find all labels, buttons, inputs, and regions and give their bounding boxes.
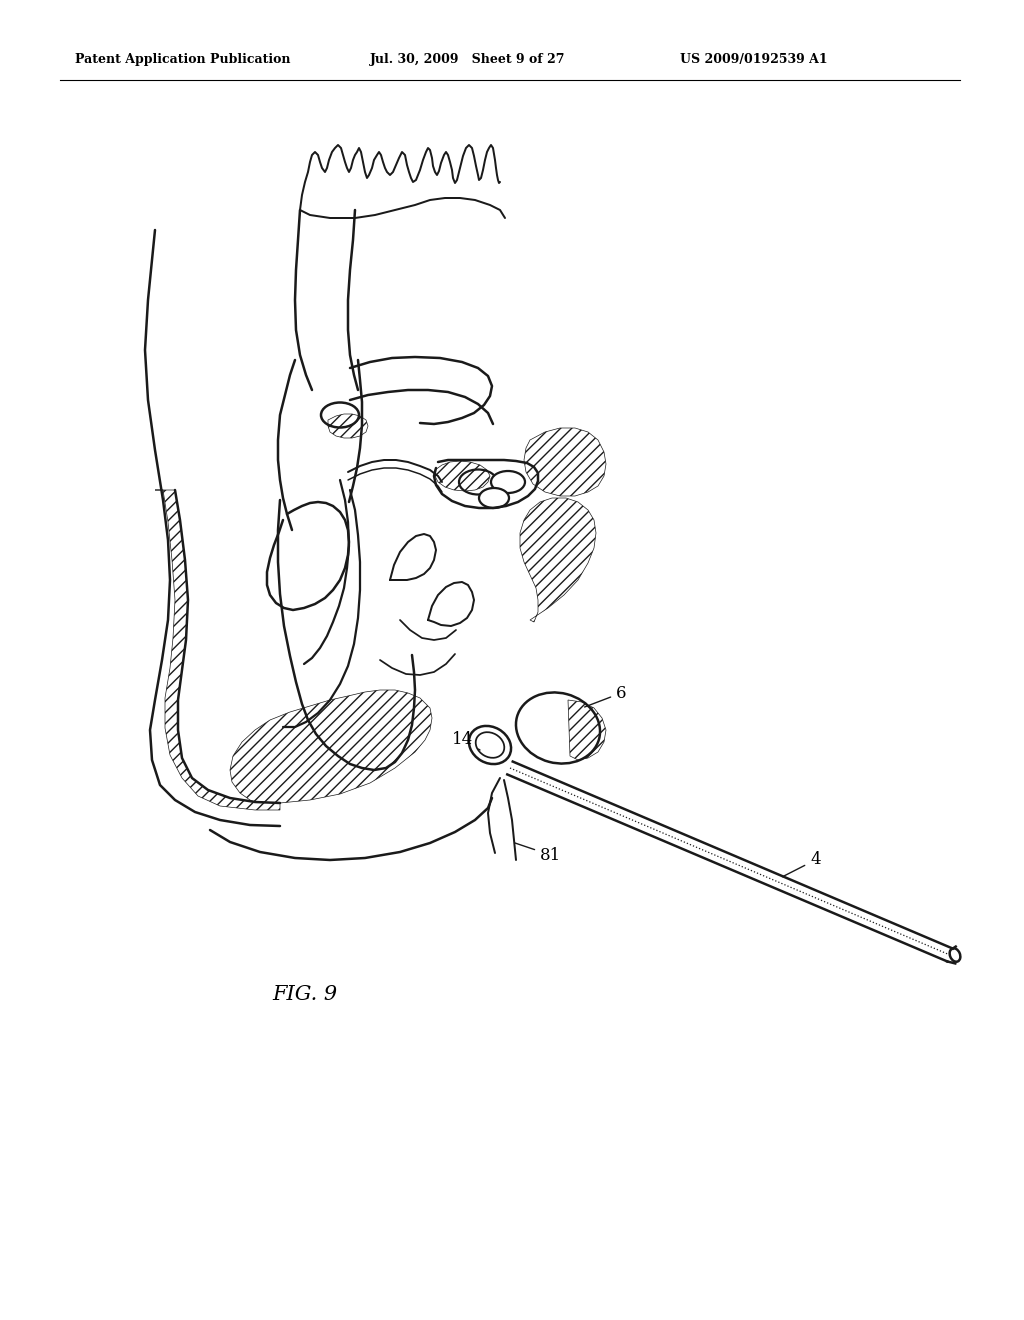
Ellipse shape (459, 470, 497, 495)
Text: US 2009/0192539 A1: US 2009/0192539 A1 (680, 54, 827, 66)
Text: 14: 14 (452, 731, 480, 750)
Text: 81: 81 (515, 843, 561, 863)
Text: Patent Application Publication: Patent Application Publication (75, 54, 291, 66)
Ellipse shape (516, 693, 600, 763)
Ellipse shape (479, 488, 509, 508)
Ellipse shape (469, 726, 511, 764)
Text: Jul. 30, 2009   Sheet 9 of 27: Jul. 30, 2009 Sheet 9 of 27 (370, 54, 565, 66)
Text: 4: 4 (782, 851, 820, 876)
Ellipse shape (321, 403, 359, 428)
Text: 6: 6 (585, 685, 627, 708)
Ellipse shape (490, 471, 525, 492)
Text: FIG. 9: FIG. 9 (272, 986, 338, 1005)
Ellipse shape (476, 733, 504, 758)
Ellipse shape (949, 948, 961, 962)
